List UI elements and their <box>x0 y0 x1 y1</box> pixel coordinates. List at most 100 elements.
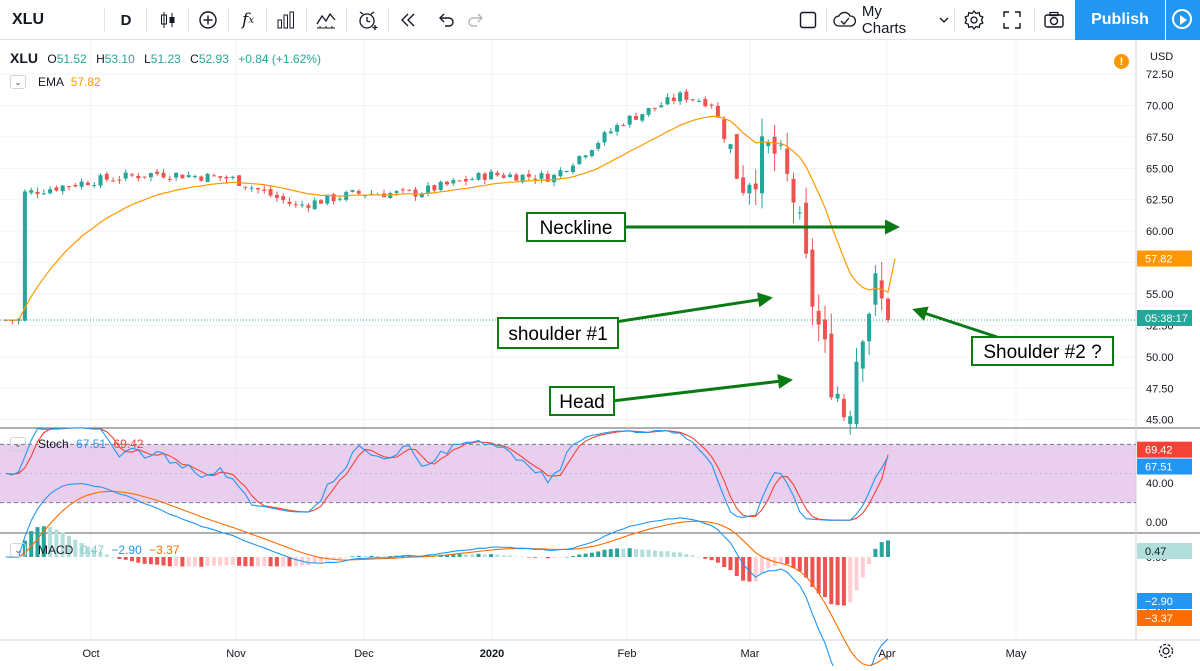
toolbar-divider <box>188 8 189 32</box>
legend-low-label: L <box>144 52 151 66</box>
macd-histogram-bar <box>237 557 242 566</box>
candle-body <box>130 174 134 176</box>
macd-histogram-bar <box>230 557 235 566</box>
candle-body <box>337 198 342 200</box>
macd-histogram-bar <box>829 557 834 605</box>
candle-body <box>678 92 683 102</box>
candle-body <box>29 190 34 193</box>
redo-icon[interactable] <box>462 6 490 34</box>
candle-body <box>810 249 815 307</box>
collapse-indicators-button[interactable]: ⌄ <box>10 75 26 89</box>
undo-icon[interactable] <box>432 6 460 34</box>
macd-histogram-bar <box>79 542 84 557</box>
warning-icon[interactable]: ! <box>1114 54 1129 69</box>
macd-histogram-bar <box>262 557 267 567</box>
time-tick: May <box>1006 648 1027 660</box>
macd-histogram-bar <box>123 557 128 560</box>
candle-body <box>419 193 424 198</box>
candle-body <box>545 173 550 182</box>
price-legend: XLU O51.52 H53.10 L51.23 C52.93 +0.84 (+… <box>10 50 321 66</box>
macd-collapse-button[interactable]: ⌄ <box>10 543 26 557</box>
candle-body <box>854 361 859 425</box>
interval-button[interactable]: D <box>120 11 132 29</box>
macd-histogram-bar <box>583 553 588 557</box>
legend-low-value: 51.23 <box>150 52 181 66</box>
macd-histogram-bar <box>363 555 368 557</box>
macd-histogram-bar <box>508 555 512 557</box>
axis-settings-gear-icon[interactable] <box>1158 643 1174 659</box>
macd-histogram-bar <box>747 557 752 582</box>
candle-body <box>438 181 443 190</box>
templates-icon[interactable] <box>312 6 340 34</box>
fullscreen-icon[interactable] <box>998 6 1026 34</box>
settings-gear-icon[interactable] <box>960 6 988 34</box>
candle-body <box>646 107 651 115</box>
financials-bars-icon[interactable] <box>272 6 300 34</box>
candle-body <box>22 191 27 321</box>
candle-body <box>690 99 695 101</box>
shoulder1-label: shoulder #1 <box>508 324 607 345</box>
candle-body <box>634 115 638 120</box>
chevron-down-icon <box>939 17 949 23</box>
camera-snapshot-icon[interactable] <box>1040 6 1068 34</box>
price-tick: 45.00 <box>1146 415 1174 427</box>
publish-button[interactable]: Publish <box>1075 0 1165 40</box>
stoch-label: Stoch <box>38 437 69 451</box>
macd-histogram-bar <box>205 557 210 566</box>
legend-low: L51.23 <box>144 52 181 66</box>
macd-histogram-bar <box>589 552 594 557</box>
legend-open: O51.52 <box>47 52 86 66</box>
neckline-box <box>526 212 626 242</box>
macd-histogram-bar <box>526 557 531 558</box>
candle-body <box>117 179 122 181</box>
my-charts-button[interactable]: My Charts <box>832 3 950 37</box>
currency-label: USD <box>1150 51 1173 63</box>
chart-container[interactable]: Neckline shoulder #1 Head Shoulder #2 ? USD… <box>0 40 1200 671</box>
candle-body <box>539 173 544 179</box>
macd-histogram-bar <box>60 532 65 557</box>
candle-body <box>60 185 65 192</box>
candle-body <box>816 310 821 325</box>
candle-body <box>413 189 418 197</box>
macd-histogram-bar <box>337 557 342 560</box>
macd-histogram-bar <box>678 552 683 557</box>
play-button[interactable] <box>1166 0 1200 40</box>
stoch-k-badge: 67.51 <box>1145 462 1173 474</box>
symbol-search-button[interactable]: XLU <box>12 11 44 28</box>
macd-histogram-bar <box>388 556 393 557</box>
candle-body <box>293 204 298 206</box>
compare-plus-icon[interactable] <box>194 6 222 34</box>
candle-body <box>482 173 487 180</box>
time-tick: Feb <box>618 648 637 660</box>
candles-icon[interactable] <box>154 6 182 34</box>
candle-body <box>564 171 569 173</box>
candle-body <box>356 191 361 194</box>
select-layout-square-icon[interactable] <box>794 6 822 34</box>
gear-hub <box>1162 647 1170 655</box>
stoch-collapse-button[interactable]: ⌄ <box>10 437 26 451</box>
candle-body <box>558 170 563 177</box>
candle-body <box>274 194 279 198</box>
candle-body <box>772 136 777 154</box>
chart-canvas[interactable]: Neckline shoulder #1 Head Shoulder #2 ? USD… <box>0 40 1200 671</box>
candle-body <box>237 175 242 186</box>
candle-body <box>476 173 481 180</box>
stoch-k-value: 67.51 <box>76 437 107 451</box>
candle-body <box>596 143 601 149</box>
macd-histogram-bar <box>476 553 481 557</box>
replay-rewind-icon[interactable] <box>394 6 422 34</box>
macd-label: MACD <box>38 543 74 557</box>
alert-clock-icon[interactable] <box>354 6 382 34</box>
macd-histogram-bar <box>482 554 487 557</box>
toolbar-divider <box>1034 8 1035 32</box>
time-tick: Mar <box>741 648 760 660</box>
macd-hist-badge: 0.47 <box>1145 546 1166 558</box>
legend-open-value: 51.52 <box>56 52 87 66</box>
legend-change: +0.84 (+1.62%) <box>238 52 321 66</box>
macd-histogram-bar <box>375 555 380 557</box>
macd-histogram-bar <box>533 557 538 558</box>
macd-histogram-bar <box>722 557 727 568</box>
macd-histogram-bar <box>810 557 815 588</box>
macd-histogram-bar <box>130 557 134 562</box>
